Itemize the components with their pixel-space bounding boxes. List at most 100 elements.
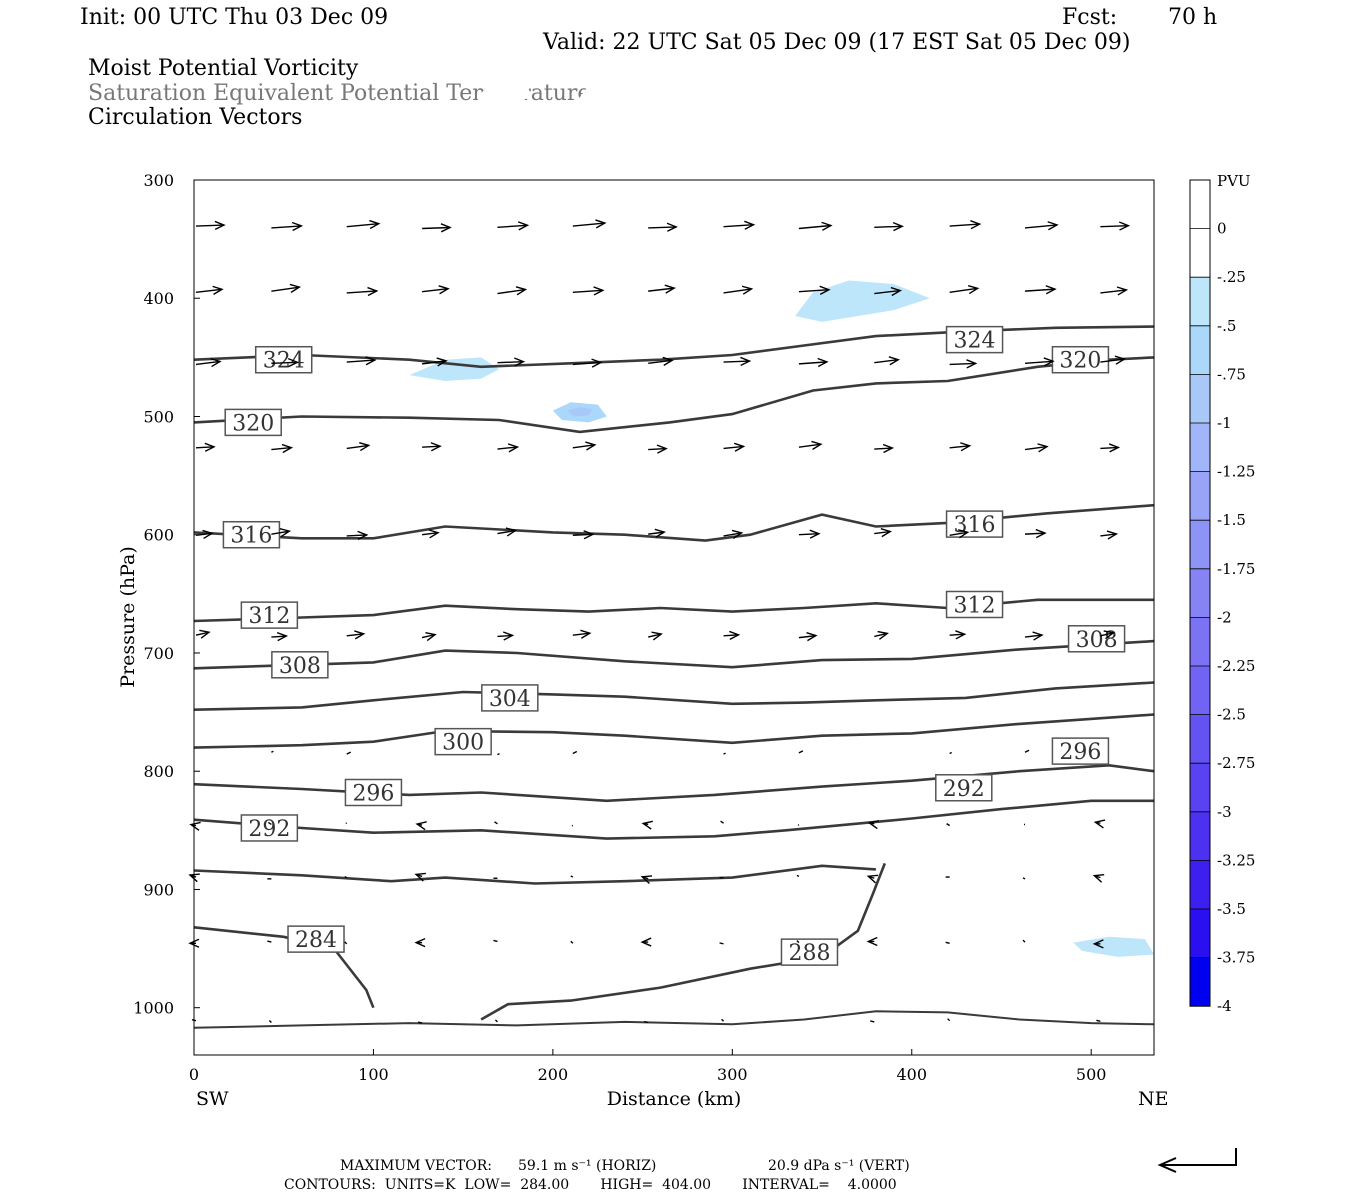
contour-label: 312 — [945, 590, 1004, 618]
svg-text:312: 312 — [248, 604, 290, 629]
x-tick-label: 200 — [538, 1065, 569, 1084]
contour-line — [193, 713, 1155, 749]
circulation-vector — [271, 631, 289, 642]
forecast-label: Fcst: — [1062, 5, 1118, 30]
svg-text:324: 324 — [263, 349, 305, 374]
colorbar-label: -3.25 — [1217, 851, 1255, 869]
circulation-vector — [874, 528, 892, 538]
colorbar-swatch — [1190, 374, 1210, 423]
circulation-vector — [946, 823, 951, 827]
circulation-vector — [267, 821, 272, 826]
contour-label: 292 — [935, 774, 993, 802]
circulation-vector — [648, 222, 678, 232]
colorbar-label: -2 — [1217, 608, 1232, 626]
pv-region-16 — [1073, 936, 1154, 957]
circulation-vector — [874, 286, 902, 297]
circulation-vector — [422, 223, 452, 233]
pv-region-13 — [409, 357, 500, 382]
title-vectors: Circulation Vectors — [88, 105, 303, 130]
pv-region-4 — [696, 156, 1154, 358]
y-tick-label: 800 — [143, 762, 174, 781]
circulation-vector — [798, 285, 831, 295]
circulation-vector — [572, 286, 605, 296]
circulation-vector — [874, 356, 900, 366]
circulation-vector — [421, 632, 437, 642]
circulation-vector — [271, 283, 302, 293]
circulation-vector — [188, 938, 200, 948]
svg-text:288: 288 — [788, 941, 830, 966]
colorbar-label: -3 — [1217, 803, 1232, 821]
colorbar-swatch — [1190, 471, 1210, 521]
circulation-vector — [1092, 873, 1105, 883]
circulation-vector — [866, 936, 878, 947]
colorbar-label: -2.5 — [1217, 706, 1246, 724]
sw-label: SW — [196, 1088, 229, 1110]
colorbar-label: -1.5 — [1217, 511, 1246, 529]
circulation-vector — [1024, 285, 1057, 295]
plot-frame — [193, 179, 1155, 1056]
circulation-vector — [1100, 530, 1119, 540]
circulation-vector — [870, 1020, 875, 1023]
circulation-vector — [417, 1021, 423, 1024]
contour-label: 296 — [344, 778, 403, 807]
contour-line — [193, 681, 1155, 711]
colorbar-swatch — [1190, 860, 1210, 909]
contour-label: 324 — [254, 345, 313, 374]
circulation-vector — [268, 1019, 272, 1023]
circulation-vectors — [188, 219, 1131, 1024]
pv-region-5 — [947, 61, 1154, 210]
forecast-hours: 70 h — [1168, 5, 1218, 30]
circulation-vector — [648, 631, 663, 641]
pv-shading — [194, 61, 1154, 1035]
circulation-vector — [494, 821, 498, 825]
svg-text:292: 292 — [248, 817, 290, 842]
colorbar-swatch — [1190, 666, 1210, 715]
y-tick-label: 900 — [143, 880, 174, 899]
contour-label: 316 — [945, 510, 1004, 538]
circulation-vector — [798, 440, 823, 450]
contour-line — [193, 1010, 1155, 1029]
y-tick-label: 600 — [143, 526, 174, 545]
colorbar-swatch — [1190, 957, 1210, 1007]
contour-label: 316 — [222, 520, 281, 549]
max-vector-label: MAXIMUM VECTOR: — [340, 1158, 492, 1174]
circulation-vector — [641, 820, 653, 830]
circulation-vector — [1100, 355, 1127, 365]
circulation-vector — [1024, 357, 1055, 367]
circulation-vector — [422, 442, 442, 452]
circulation-vector — [497, 221, 530, 231]
circulation-vector — [949, 751, 952, 755]
circulation-vector — [188, 873, 200, 883]
circulation-vector — [949, 630, 967, 640]
circulation-vector — [1024, 221, 1059, 231]
circulation-vector — [346, 630, 366, 640]
circulation-vector — [572, 530, 595, 540]
circulation-vector — [866, 874, 879, 884]
circulation-vector — [648, 528, 666, 538]
circulation-vector — [346, 530, 369, 540]
circulation-vector — [945, 941, 950, 944]
circulation-vector — [1100, 630, 1116, 640]
circulation-vector — [189, 821, 201, 831]
circulation-vector — [798, 529, 821, 539]
circulation-vector — [271, 750, 274, 753]
colorbar-unit: PVU — [1217, 172, 1251, 190]
circulation-vector — [195, 220, 226, 231]
circulation-vector — [1024, 528, 1047, 539]
circulation-vector — [572, 750, 578, 755]
circulation-vector — [640, 875, 653, 884]
svg-text:316: 316 — [230, 524, 272, 549]
colorbar-swatch — [1190, 714, 1210, 764]
colorbar-swatch — [1190, 423, 1210, 472]
pv-region-6 — [292, 558, 392, 630]
circulation-vector — [267, 940, 272, 943]
circulation-vector — [644, 1020, 649, 1024]
contour-label: 324 — [945, 325, 1004, 354]
circulation-vector — [723, 442, 746, 452]
circulation-vector — [570, 875, 574, 878]
circulation-vector — [723, 630, 741, 641]
init-time: Init: 00 UTC Thu 03 Dec 09 — [80, 5, 389, 30]
svg-text:316: 316 — [954, 513, 996, 538]
circulation-vector — [271, 357, 300, 368]
circulation-vector — [1024, 443, 1049, 453]
